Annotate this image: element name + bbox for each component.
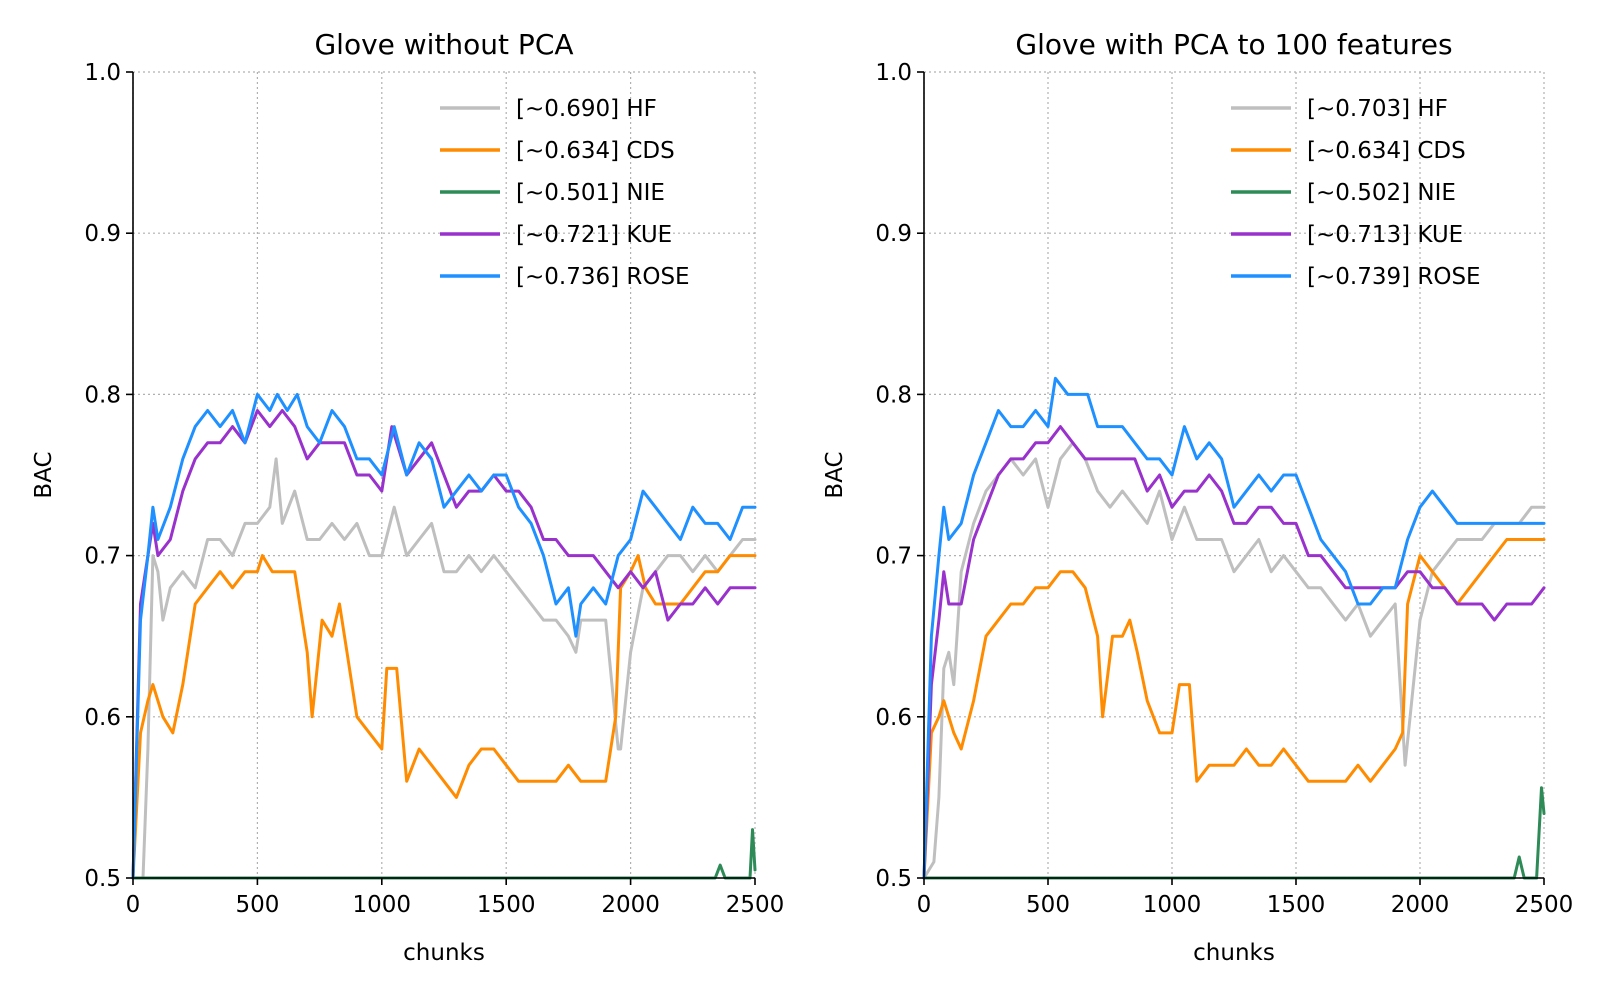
legend-entry: [~0.634] CDS (1307, 138, 1466, 164)
y-tick-label: 0.5 (84, 866, 121, 892)
series-line (131, 554, 757, 880)
legend-entry: [~0.713] KUE (1307, 222, 1463, 248)
y-tick-label: 1.0 (875, 60, 912, 86)
legend-entry: [~0.703] HF (1307, 96, 1448, 122)
legend-entry: [~0.502] NIE (1307, 180, 1456, 206)
y-tick-label: 0.5 (875, 866, 912, 892)
series-line (131, 392, 757, 880)
chart-panel-left: 0 500 1000 1500 2000 2500 0.5 0.6 0.7 0.8 0.9 1.0 Gl… (31, 28, 784, 966)
x-tick-label: 2000 (601, 892, 660, 918)
x-tick-label: 2500 (1515, 892, 1574, 918)
series-line (131, 828, 757, 880)
x-tick-label: 1000 (1143, 892, 1202, 918)
x-tick-label: 500 (235, 892, 279, 918)
x-tick-label: 1500 (477, 892, 536, 918)
legend-entry: [~0.721] KUE (516, 222, 672, 248)
x-tick-label: 0 (126, 892, 141, 918)
y-tick-label: 0.6 (84, 705, 121, 731)
x-axis-label: chunks (403, 940, 485, 966)
series-line (922, 376, 1546, 880)
series-line (131, 457, 757, 880)
y-tick-label: 0.9 (84, 221, 121, 247)
y-tick-label: 0.7 (84, 544, 121, 570)
x-tick-label: 2500 (726, 892, 785, 918)
legend-entry: [~0.501] NIE (516, 180, 665, 206)
chart-panel-right: 0 500 1000 1500 2000 2500 0.5 0.6 0.7 0.8 0.9 1.0 Gl… (822, 28, 1573, 966)
legend-entry: [~0.736] ROSE (516, 264, 690, 290)
y-axis-label: BAC (822, 451, 848, 498)
chart-title: Glove with PCA to 100 features (1015, 28, 1452, 61)
series-line (922, 538, 1546, 880)
x-tick-label: 1500 (1267, 892, 1326, 918)
x-tick-label: 0 (917, 892, 932, 918)
y-tick-label: 1.0 (84, 60, 121, 86)
x-tick-label: 1000 (353, 892, 412, 918)
legend-entry: [~0.690] HF (516, 96, 657, 122)
y-tick-label: 0.8 (84, 382, 121, 408)
series-line (922, 425, 1546, 880)
legend-entry: [~0.739] ROSE (1307, 264, 1481, 290)
y-tick-label: 0.8 (875, 382, 912, 408)
series-line (131, 409, 757, 880)
y-tick-label: 0.7 (875, 544, 912, 570)
chart-title: Glove without PCA (314, 28, 573, 61)
x-axis-label: chunks (1193, 940, 1275, 966)
x-tick-label: 2000 (1391, 892, 1450, 918)
series-line (922, 786, 1546, 880)
y-tick-label: 0.6 (875, 705, 912, 731)
y-tick-label: 0.9 (875, 221, 912, 247)
legend-entry: [~0.634] CDS (516, 138, 675, 164)
y-axis-label: BAC (31, 451, 57, 498)
x-tick-label: 500 (1026, 892, 1070, 918)
